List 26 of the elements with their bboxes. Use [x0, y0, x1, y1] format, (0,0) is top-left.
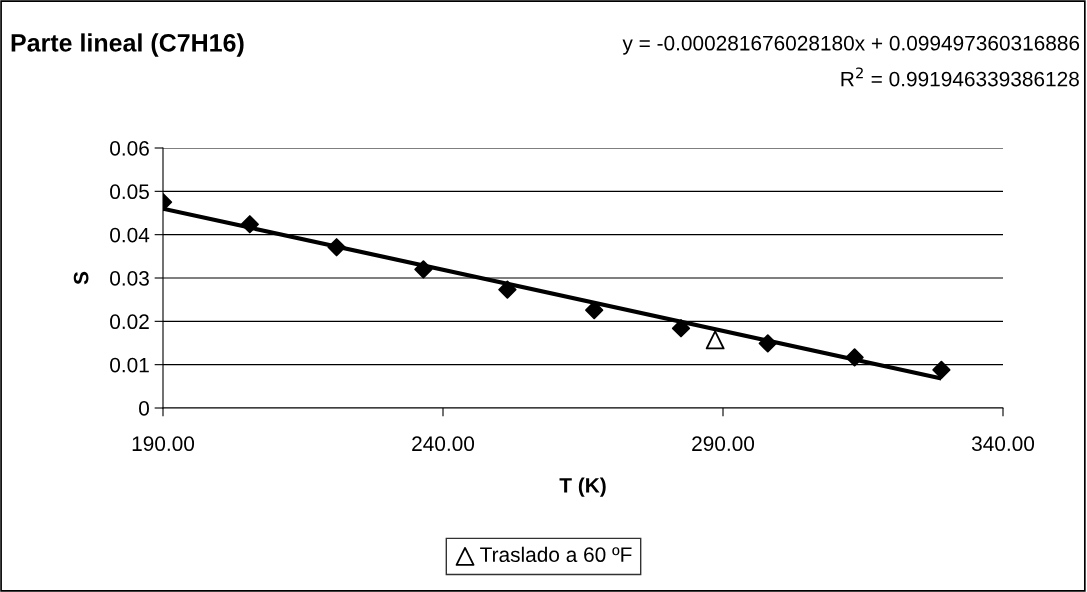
point — [932, 360, 951, 379]
point — [671, 319, 691, 338]
x-axis-title: T (K) — [559, 477, 606, 497]
y-tick-label: 0.06 — [110, 141, 149, 156]
x-tick-label: 190.00 — [132, 436, 195, 452]
chart-title: Parte lineal (C7H16) — [11, 33, 244, 57]
point — [498, 280, 517, 299]
y-tick-label: 0.05 — [110, 184, 149, 200]
y-tick-label: 0 — [139, 401, 149, 416]
y-axis-title: S — [73, 271, 89, 285]
text: y = -0.000281676028180x + 0.099497360316886 — [622, 35, 1080, 55]
y-tick-label: 0.03 — [110, 271, 149, 286]
y-tick-label: 0.01 — [110, 357, 149, 373]
x-tick-label: 340.00 — [971, 436, 1035, 452]
point — [705, 330, 725, 350]
point — [240, 215, 259, 234]
x-tick-label: 290.00 — [692, 436, 755, 452]
point — [327, 238, 346, 257]
point — [845, 348, 864, 367]
point — [758, 334, 777, 353]
legend-label: Traslado a 60 ºF — [480, 546, 632, 563]
y-tick-label: 0.04 — [110, 227, 150, 243]
text: R$^{2}$ = 0.991946339386128 — [841, 67, 1079, 87]
y-tick-label: 0.02 — [110, 314, 149, 330]
x-tick-label: 240.00 — [412, 436, 475, 452]
point — [414, 260, 433, 279]
